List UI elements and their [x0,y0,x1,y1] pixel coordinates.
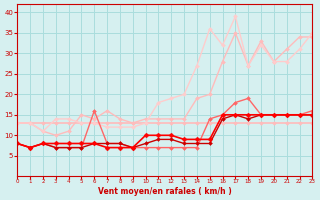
X-axis label: Vent moyen/en rafales ( km/h ): Vent moyen/en rafales ( km/h ) [98,187,232,196]
